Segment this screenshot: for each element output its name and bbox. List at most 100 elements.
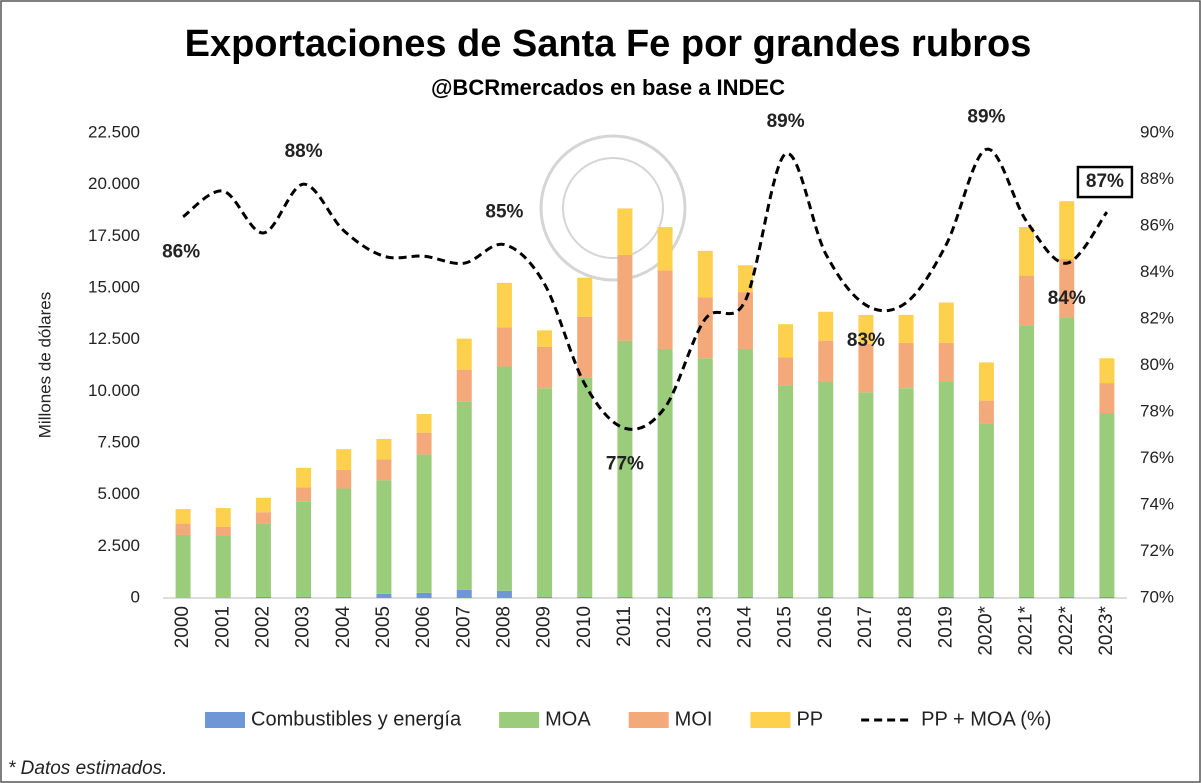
data-label: 84%: [1048, 288, 1086, 309]
y2-tick-label: 70%: [1140, 587, 1174, 606]
bar-segment: [336, 469, 352, 489]
data-label: 85%: [485, 202, 523, 223]
bar-segment: [898, 342, 914, 389]
data-label: 89%: [967, 106, 1005, 127]
y2-tick-label: 82%: [1140, 308, 1174, 327]
bar-segment: [537, 346, 553, 389]
bar-segment: [296, 487, 312, 502]
y-tick-label: 12.500: [88, 329, 140, 348]
y2-tick-label: 74%: [1140, 494, 1174, 513]
bar-segment: [496, 282, 512, 328]
bar-segment: [697, 596, 713, 598]
x-tick-label: 2023*: [1096, 605, 1117, 655]
x-tick-label: 2009: [534, 606, 555, 648]
y-axis-title: Millones de dólares: [35, 292, 54, 438]
y-tick-label: 20.000: [88, 174, 140, 193]
footnote: * Datos estimados.: [8, 758, 167, 779]
bar-segment: [778, 324, 794, 358]
bar-segment: [577, 596, 593, 598]
bar-segment: [577, 377, 593, 597]
bar-segment: [858, 343, 874, 393]
y-tick-label: 0: [131, 587, 140, 606]
x-tick-label: 2016: [815, 606, 836, 648]
bar-segment: [818, 311, 834, 341]
bar-segment: [1059, 259, 1075, 318]
bar-segment: [456, 401, 472, 590]
bar-segment: [657, 227, 673, 271]
x-tick-label: 2020*: [975, 605, 996, 655]
bar-segment: [537, 596, 553, 598]
bar-segment: [175, 523, 191, 535]
x-tick-label: 2004: [333, 606, 354, 649]
data-label: 83%: [847, 330, 885, 351]
y2-tick-label: 88%: [1140, 169, 1174, 188]
chart-title: Exportaciones de Santa Fe por grandes ru…: [185, 23, 1032, 65]
bar-segment: [938, 382, 954, 597]
bar-segment: [978, 596, 994, 598]
y2-tick-label: 84%: [1140, 262, 1174, 281]
bar-segment: [537, 388, 553, 597]
bar-segment: [898, 314, 914, 343]
legend-item: Combustibles y energía: [205, 708, 462, 730]
bar-segment: [657, 596, 673, 598]
y-tick-label: 5.000: [97, 484, 140, 503]
bar-segment: [657, 270, 673, 349]
bar-segment: [898, 596, 914, 598]
bar-segment: [215, 508, 231, 527]
bar-segment: [1019, 227, 1035, 276]
bar-segment: [376, 593, 392, 598]
bar-segment: [617, 254, 633, 341]
y2-tick-label: 78%: [1140, 401, 1174, 420]
x-tick-label: 2011: [614, 606, 635, 647]
bar-segment: [1059, 596, 1075, 598]
bar-segment: [697, 250, 713, 298]
y2-tick-label: 86%: [1140, 215, 1174, 234]
data-label: 89%: [767, 111, 805, 132]
legend-item: MOI: [628, 708, 712, 730]
bar-segment: [175, 509, 191, 524]
bar-segment: [496, 366, 512, 591]
y-tick-label: 22.500: [88, 122, 140, 141]
bar-segment: [1019, 325, 1035, 597]
chart-subtitle: @BCRmercados en base a INDEC: [431, 75, 785, 100]
y2-tick-label: 72%: [1140, 541, 1174, 560]
y2-tick-label: 76%: [1140, 448, 1174, 467]
bar-segment: [697, 358, 713, 597]
y-tick-label: 17.500: [88, 226, 140, 245]
bar-segment: [938, 342, 954, 383]
bar-segment: [818, 340, 834, 383]
legend-swatch: [205, 712, 245, 728]
bar-segment: [456, 338, 472, 370]
x-tick-label: 2005: [373, 606, 394, 648]
bar-segment: [577, 316, 593, 378]
x-tick-label: 2006: [413, 606, 434, 648]
y2-tick-label: 90%: [1140, 122, 1174, 141]
bar-segment: [858, 314, 874, 344]
legend-swatch: [750, 712, 791, 728]
bar-segment: [778, 596, 794, 598]
bar-segment: [255, 523, 271, 597]
bar-segment: [818, 596, 834, 598]
bar-segment: [697, 297, 713, 359]
x-tick-label: 2017: [855, 606, 876, 648]
bar-segment: [496, 327, 512, 367]
data-label: 88%: [285, 141, 323, 162]
bar-segment: [1019, 596, 1035, 598]
bar-segment: [376, 438, 392, 460]
x-tick-label: 2003: [293, 606, 314, 648]
y-tick-label: 15.000: [88, 277, 140, 296]
bar-segment: [1019, 275, 1035, 326]
bar-segment: [1099, 383, 1115, 414]
bar-segment: [778, 385, 794, 597]
legend-item: PP: [750, 708, 823, 730]
x-tick-label: 2012: [654, 606, 675, 648]
bar-segment: [496, 590, 512, 598]
bar-segment: [1099, 358, 1115, 384]
bar-segment: [215, 536, 231, 598]
bar-segment: [617, 340, 633, 597]
legend-swatch: [499, 712, 540, 728]
bar-segment: [737, 292, 753, 349]
bar-segment: [416, 432, 432, 455]
bar-segment: [858, 596, 874, 598]
